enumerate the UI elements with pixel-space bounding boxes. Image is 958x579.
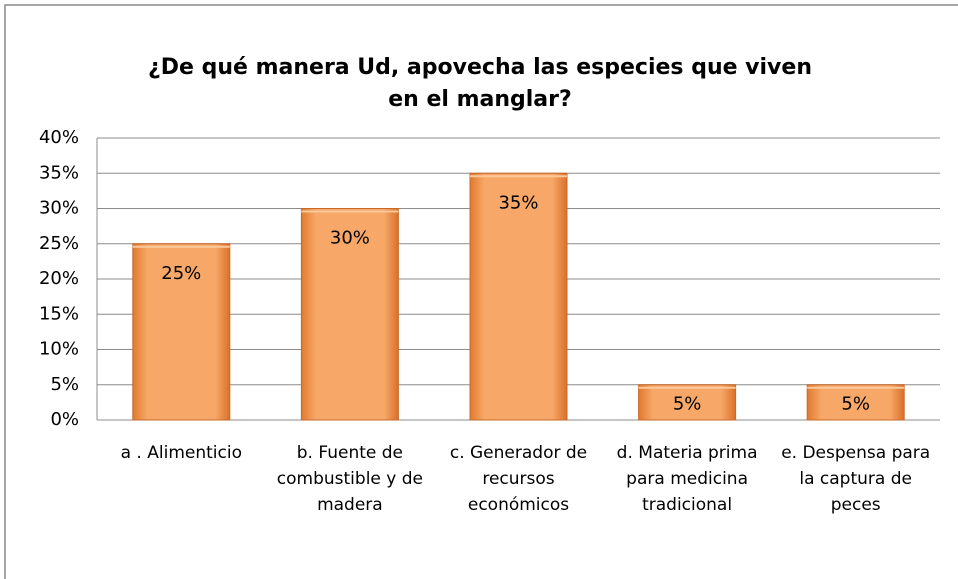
- y-tick-label: 15%: [39, 303, 79, 324]
- y-tick-label: 0%: [50, 409, 79, 430]
- y-tick-label: 30%: [39, 198, 79, 219]
- bar: [806, 384, 905, 421]
- bar: [300, 208, 399, 421]
- x-tick-label: e. Despensa para la captura de peces: [781, 443, 931, 515]
- frame: [4, 4, 958, 579]
- data-label: 5%: [673, 393, 702, 414]
- y-tick-label: 40%: [39, 127, 79, 148]
- y-tick-label: 25%: [39, 233, 79, 254]
- y-tick-label: 5%: [50, 374, 79, 395]
- y-tick-label: 10%: [39, 339, 79, 360]
- x-tick-label: a . Alimenticio: [120, 443, 242, 463]
- data-label: 35%: [498, 192, 538, 213]
- bar: [132, 243, 231, 421]
- data-label: 5%: [841, 393, 870, 414]
- x-tick-label: b. Fuente de combustible y de madera: [276, 443, 423, 515]
- x-tick-label: d. Materia prima para medicina tradicion…: [616, 443, 758, 515]
- x-tick-label: c. Generador de recursos económicos: [449, 443, 588, 515]
- bar: [469, 172, 568, 421]
- chart-title: ¿De qué manera Ud, apovecha las especies…: [148, 55, 812, 112]
- bar: [638, 384, 737, 421]
- y-tick-label: 35%: [39, 162, 79, 183]
- y-tick-label: 20%: [39, 268, 79, 289]
- data-label: 30%: [330, 228, 370, 249]
- data-label: 25%: [161, 263, 201, 284]
